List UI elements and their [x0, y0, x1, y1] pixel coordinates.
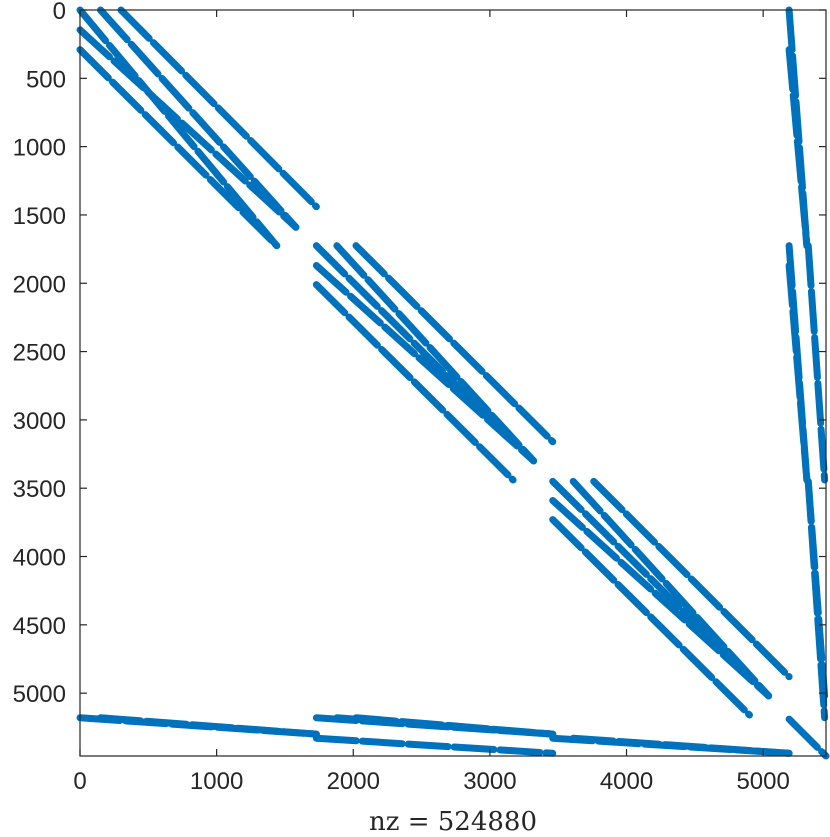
- x-tick-label: 4000: [600, 768, 653, 795]
- nonzero-band-6: [312, 261, 538, 465]
- nonzero-band-7: [312, 281, 517, 484]
- y-tick-label: 0: [53, 0, 66, 25]
- y-tick-label: 4500: [13, 613, 66, 640]
- nonzero-band-2: [76, 46, 281, 250]
- nonzero-band-19: [312, 734, 557, 757]
- y-tick-label: 3500: [13, 476, 66, 503]
- nonzero-band-22: [569, 734, 793, 757]
- nonzero-band-30: [785, 715, 830, 760]
- nonzero-band-29: [804, 477, 829, 700]
- axis-ticks: [79, 9, 826, 756]
- y-tick-label: 1500: [13, 203, 66, 230]
- nonzero-band-8: [333, 242, 538, 465]
- nonzero-band-24: [785, 46, 811, 250]
- y-tick-label: 2500: [13, 340, 66, 367]
- y-tick-labels: 0 500 1000 1500 2000 2500 3000 3500 4000 4500 5000: [13, 0, 66, 708]
- y-tick-label: 500: [26, 66, 66, 93]
- x-tick-label: 3000: [463, 768, 516, 795]
- nonzero-band-27: [785, 261, 811, 484]
- axes-box: [79, 9, 827, 757]
- nonzero-band-12: [549, 516, 753, 719]
- nonzero-band-4: [117, 6, 320, 211]
- sparsity-pattern: [76, 6, 830, 760]
- x-tick-labels: 0 1000 2000 3000 4000 5000: [73, 768, 790, 795]
- x-tick-label: 5000: [736, 768, 789, 795]
- x-tick-label: 1000: [190, 768, 243, 795]
- y-tick-label: 5000: [13, 681, 66, 708]
- nonzero-band-1: [76, 26, 300, 231]
- nonzero-band-3: [96, 6, 300, 231]
- nonzero-band-16: [96, 714, 320, 738]
- nonzero-band-14: [590, 477, 793, 681]
- x-axis-label: nz = 524880: [369, 807, 537, 837]
- y-tick-label: 1000: [13, 135, 66, 162]
- y-tick-label: 4000: [13, 545, 66, 572]
- nonzero-band-26: [804, 242, 829, 484]
- nonzero-band-11: [549, 497, 773, 700]
- y-tick-label: 2000: [13, 271, 66, 298]
- nonzero-band-0: [76, 6, 281, 250]
- nonzero-band-9: [352, 242, 557, 446]
- nonzero-band-20: [352, 714, 557, 738]
- nonzero-band-13: [569, 477, 773, 700]
- x-tick-label: 2000: [327, 768, 380, 795]
- y-tick-label: 3000: [13, 408, 66, 435]
- x-tick-label: 0: [73, 768, 86, 795]
